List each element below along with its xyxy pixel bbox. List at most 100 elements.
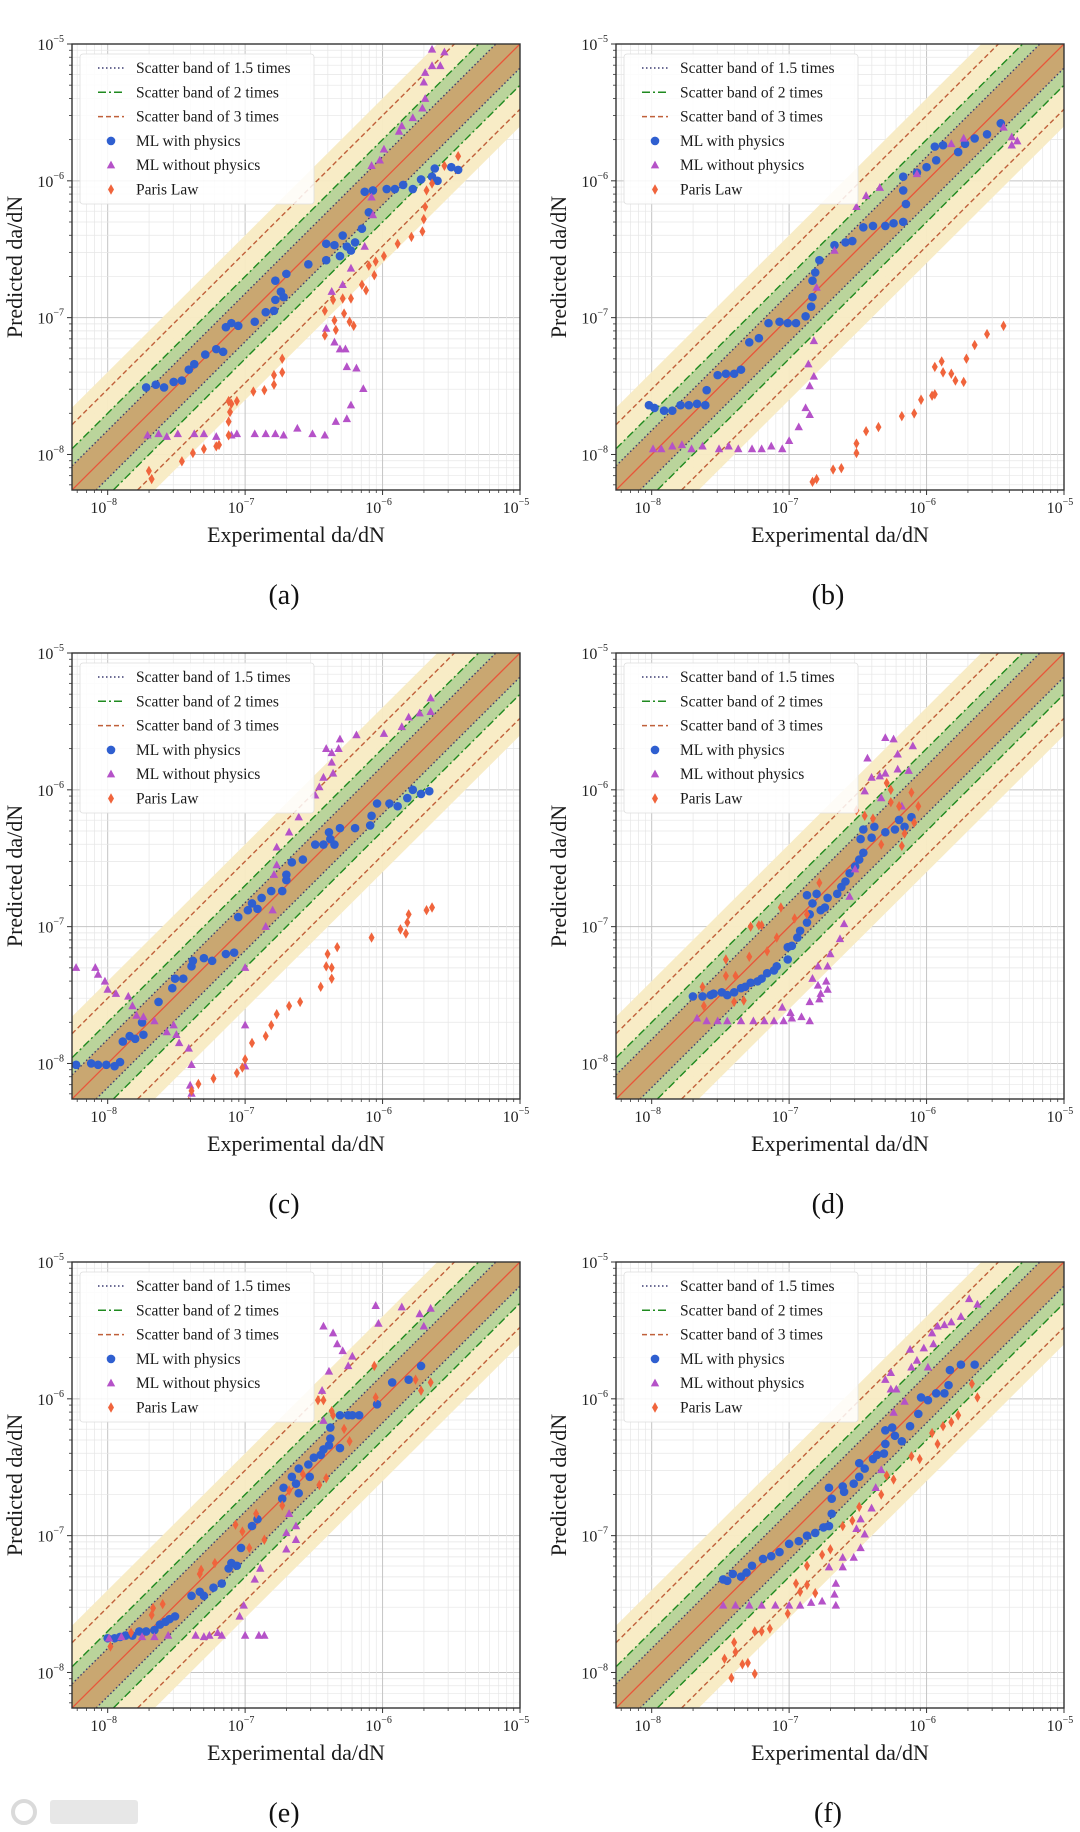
data-point-ml-without-physics: [330, 337, 339, 346]
plot-frame: [615, 652, 1065, 1100]
data-point-ml-without-physics: [199, 429, 209, 438]
data-point-ml-without-physics: [908, 741, 918, 750]
legend-label: Scatter band of 1.5 times: [136, 1278, 291, 1295]
data-point-ml-with-physics: [700, 400, 710, 410]
data-point-ml-without-physics: [272, 842, 281, 851]
data-point-paris-law: [347, 293, 354, 304]
plot-area: [72, 44, 520, 490]
data-point-ml-without-physics: [426, 1303, 435, 1312]
data-point-paris-law: [744, 1657, 751, 1669]
data-point-ml-without-physics: [408, 113, 417, 122]
y-tick-label: 10−5: [37, 1252, 64, 1272]
legend-marker-diamond-icon: [652, 1402, 658, 1413]
data-point-ml-without-physics: [736, 1016, 746, 1025]
y-tick-label: 10−5: [581, 1252, 608, 1272]
legend-label: ML with physics: [136, 1351, 240, 1368]
subfigure-caption: (d): [812, 1189, 845, 1220]
data-point-ml-without-physics: [787, 1013, 797, 1022]
data-point-paris-law: [931, 361, 938, 373]
data-point-ml-with-physics: [775, 1547, 784, 1557]
data-point-ml-without-physics: [418, 103, 427, 112]
data-point-ml-with-physics: [830, 240, 839, 250]
data-point-ml-without-physics: [893, 764, 902, 773]
data-point-ml-with-physics: [820, 903, 830, 912]
data-point-ml-without-physics: [830, 246, 839, 254]
data-point-ml-without-physics: [184, 1043, 193, 1052]
data-point-paris-law: [371, 1360, 378, 1372]
x-axis-label: Experimental da/dN: [751, 1740, 929, 1765]
data-point-paris-law: [869, 813, 876, 824]
data-point-paris-law: [849, 1515, 856, 1526]
x-tick-label: 10−7: [228, 497, 255, 517]
legend-label: ML with physics: [680, 1351, 784, 1368]
data-point-ml-without-physics: [319, 1321, 328, 1330]
data-point-ml-without-physics: [319, 772, 328, 781]
data-point-ml-without-physics: [173, 429, 182, 438]
data-point-ml-with-physics: [812, 889, 821, 899]
legend-label: ML with physics: [136, 133, 240, 150]
data-point-ml-without-physics: [397, 722, 407, 731]
legend-label: Scatter band of 2 times: [680, 693, 823, 710]
x-tick-label: 10−7: [772, 1106, 799, 1126]
legend-label: Scatter band of 1.5 times: [136, 669, 291, 686]
data-point-ml-with-physics: [870, 822, 879, 832]
legend-label: Scatter band of 1.5 times: [680, 60, 835, 77]
data-point-paris-law: [963, 353, 970, 364]
data-point-paris-law: [365, 260, 372, 271]
data-point-ml-without-physics: [760, 1016, 769, 1025]
data-point-ml-without-physics: [747, 444, 757, 453]
legend-label: Scatter band of 3 times: [136, 1327, 279, 1344]
y-tick-label: 10−7: [581, 1526, 608, 1546]
data-point-ml-with-physics: [304, 1460, 313, 1469]
legend-marker-triangle-icon: [106, 160, 116, 169]
data-point-ml-with-physics: [905, 1421, 915, 1431]
data-point-ml-without-physics: [677, 440, 687, 449]
data-point-paris-law: [911, 408, 918, 419]
data-point-ml-without-physics: [335, 344, 345, 353]
data-point-ml-with-physics: [93, 1060, 103, 1070]
data-point-ml-without-physics: [805, 1016, 814, 1025]
data-point-ml-with-physics: [403, 793, 412, 803]
data-point-paris-law: [268, 1019, 275, 1031]
data-point-ml-with-physics: [684, 400, 694, 410]
data-point-ml-without-physics: [812, 282, 821, 291]
data-point-ml-without-physics: [861, 191, 871, 200]
data-point-ml-with-physics: [894, 815, 904, 825]
data-point-paris-law: [887, 784, 894, 796]
data-point-ml-with-physics: [867, 833, 876, 843]
data-point-ml-without-physics: [867, 1503, 876, 1512]
x-tick-label: 10−6: [365, 1106, 392, 1126]
data-point-ml-with-physics: [783, 955, 793, 964]
data-point-paris-law: [332, 324, 339, 336]
data-point-paris-law: [323, 961, 330, 972]
data-point-ml-without-physics: [845, 891, 854, 900]
data-point-ml-with-physics: [945, 1365, 955, 1375]
data-point-ml-without-physics: [397, 121, 407, 130]
data-point-paris-law: [887, 796, 894, 808]
legend-marker-circle-icon: [650, 745, 660, 755]
subfigure-caption: (c): [268, 1189, 299, 1220]
data-point-ml-with-physics: [898, 172, 908, 182]
data-point-ml-with-physics: [298, 855, 308, 864]
data-point-ml-with-physics: [335, 823, 345, 833]
data-point-ml-without-physics: [849, 1552, 858, 1561]
legend-marker-triangle-icon: [650, 769, 660, 778]
data-point-ml-without-physics: [426, 693, 435, 702]
legend-label: ML with physics: [680, 133, 784, 150]
data-point-ml-without-physics: [813, 961, 823, 970]
data-point-ml-with-physics: [953, 147, 963, 157]
data-point-paris-law: [803, 909, 810, 920]
data-point-ml-with-physics: [416, 1361, 426, 1371]
data-point-ml-with-physics: [141, 1627, 151, 1636]
data-point-ml-without-physics: [346, 400, 356, 409]
data-point-ml-without-physics: [805, 381, 814, 390]
data-point-paris-law: [418, 1385, 425, 1396]
data-point-ml-with-physics: [118, 1037, 128, 1046]
data-point-paris-law: [225, 430, 232, 441]
data-point-paris-law: [350, 320, 357, 332]
data-point-ml-without-physics: [137, 1632, 147, 1641]
data-point-paris-law: [316, 1479, 323, 1491]
x-tick-label: 10−7: [228, 1715, 255, 1735]
data-point-ml-without-physics: [240, 1020, 250, 1029]
data-point-paris-law: [328, 962, 335, 973]
